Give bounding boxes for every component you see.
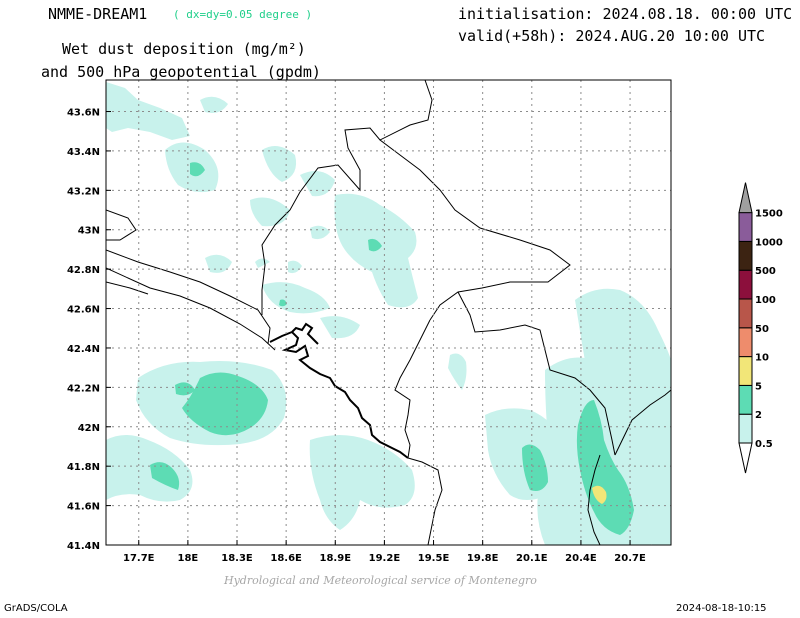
legend-level-label: 500 <box>755 266 776 277</box>
legend-top-arrow <box>738 182 753 214</box>
legend-level-label: 10 <box>755 353 769 364</box>
lon-tick-label: 19.8E <box>467 553 499 564</box>
color-legend: 0.5 2 5 10 50 100 500 1000 1500 <box>738 182 783 474</box>
footer-timestamp: 2024-08-18-10:15 <box>676 603 767 614</box>
legend-level-label: 2 <box>755 410 762 421</box>
initialisation-time: initialisation: 2024.08.18. 00:00 UTC <box>458 5 793 23</box>
graticule <box>106 80 671 545</box>
lat-tick-label: 43.6N <box>67 108 100 119</box>
map-title-line1: Wet dust deposition (mg/m²) <box>62 40 306 58</box>
model-name: NMME-DREAM1 <box>48 5 148 23</box>
lat-tick-label: 42N <box>78 423 100 434</box>
lon-tick-label: 18.3E <box>221 553 253 564</box>
lon-tick-label: 20.1E <box>516 553 548 564</box>
lon-tick-label: 20.4E <box>565 553 597 564</box>
model-resolution: ( dx=dy=0.05 degree ) <box>173 8 313 21</box>
lon-tick-label: 18.9E <box>320 553 352 564</box>
legend-level-label: 50 <box>755 324 769 335</box>
valid-time: valid(+58h): 2024.AUG.20 10:00 UTC <box>458 27 766 45</box>
legend-swatch <box>738 212 753 242</box>
map-title-line2: and 500 hPa geopotential (gpdm) <box>41 63 321 81</box>
legend-level-label: 0.5 <box>755 439 773 450</box>
lat-tick-label: 41.8N <box>67 462 100 473</box>
lon-tick-label: 18E <box>178 553 199 564</box>
lat-tick-label: 41.4N <box>67 541 100 552</box>
legend-level-label: 5 <box>755 381 762 392</box>
deposition-field <box>106 80 671 545</box>
legend-level-label: 100 <box>755 295 776 306</box>
latitude-tick-labels: 43.6N 43.4N 43.2N 43N 42.8N 42.6N 42.4N 42.2N 42… <box>67 108 111 552</box>
legend-swatch <box>738 298 753 329</box>
legend-swatch <box>738 413 753 444</box>
lat-tick-label: 43.4N <box>67 147 100 158</box>
lat-tick-label: 42.6N <box>67 305 100 316</box>
lat-tick-label: 41.6N <box>67 502 100 513</box>
lat-tick-label: 42.8N <box>67 265 100 276</box>
legend-swatch <box>738 269 753 300</box>
coastline <box>269 322 409 459</box>
lon-tick-label: 19.5E <box>418 553 450 564</box>
lat-tick-label: 43N <box>78 226 100 237</box>
country-borders <box>106 80 671 545</box>
credit-text: Hydrological and Meteorological service … <box>224 574 537 587</box>
lon-tick-label: 20.7E <box>614 553 646 564</box>
legend-swatch <box>738 327 753 358</box>
legend-swatch <box>738 240 753 271</box>
legend-swatch <box>738 384 753 415</box>
longitude-tick-labels: 17.7E 18E 18.3E 18.6E 18.9E 19.2E 19.5E 19.8E 20… <box>123 540 646 564</box>
lon-tick-label: 19.2E <box>369 553 401 564</box>
lat-tick-label: 42.2N <box>67 383 100 394</box>
deposition-high-area <box>592 485 607 504</box>
lon-tick-label: 17.7E <box>123 553 155 564</box>
lat-tick-label: 43.2N <box>67 186 100 197</box>
deposition-mid-areas <box>150 162 634 535</box>
legend-level-label: 1500 <box>755 209 783 220</box>
legend-bottom-arrow <box>738 442 753 474</box>
lat-tick-label: 42.4N <box>67 344 100 355</box>
map-frame <box>105 79 672 546</box>
lon-tick-label: 18.6E <box>270 553 302 564</box>
legend-swatch <box>738 356 753 386</box>
footer-software: GrADS/COLA <box>4 603 68 614</box>
legend-level-label: 1000 <box>755 237 783 248</box>
